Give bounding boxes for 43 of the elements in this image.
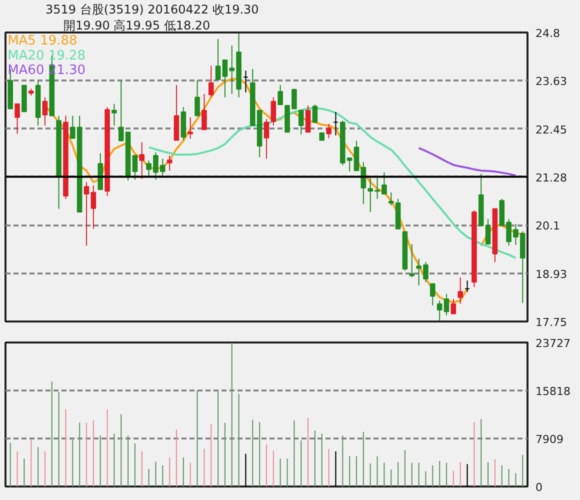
candlestick — [188, 116, 193, 140]
text: MA5 19.88 — [8, 34, 78, 49]
candlestick — [208, 65, 214, 98]
candlestick — [139, 142, 145, 180]
y-tick-label: 17.75 — [536, 316, 567, 329]
candlestick — [305, 104, 311, 133]
y-tick-label: 24.8 — [536, 27, 560, 40]
candlestick — [84, 182, 90, 246]
y-tick-label: 23727 — [536, 337, 570, 350]
candlestick — [278, 84, 283, 106]
y-tick-label: 21.28 — [536, 171, 567, 184]
candlestick — [14, 103, 20, 134]
y-tick-label: 7909 — [536, 433, 564, 446]
candlestick — [450, 298, 456, 314]
candlestick — [112, 103, 117, 126]
y-tick-label: 23.63 — [536, 75, 567, 88]
chart-subtitle: 開19.90 高19.95 低18.20 — [64, 18, 210, 32]
candlestick — [436, 300, 442, 322]
y-tick-label: 18.93 — [536, 268, 567, 281]
line-series — [418, 147, 517, 177]
candlestick — [298, 110, 304, 136]
candlestick — [202, 93, 207, 130]
candlestick — [42, 96, 48, 126]
candlestick — [430, 283, 436, 306]
candlestick — [326, 123, 332, 139]
candlestick — [444, 294, 450, 316]
candlestick — [132, 154, 138, 180]
y-tick-label: 0 — [536, 481, 542, 494]
chart-title: 3519 台股(3519) 20160422 收19.30 — [46, 2, 259, 16]
candlestick — [458, 276, 463, 304]
candlestick — [90, 184, 96, 230]
y-tick-label: 15818 — [536, 385, 570, 398]
y-tick-label: 22.45 — [536, 123, 567, 136]
candlestick — [215, 38, 221, 80]
candlestick — [354, 140, 360, 172]
candlestick — [264, 118, 270, 160]
text: MA20 19.28 — [8, 48, 86, 64]
candlestick — [312, 104, 318, 123]
candlestick — [409, 244, 415, 278]
y-tick-label: 20.1 — [536, 220, 560, 233]
candlestick — [194, 80, 200, 116]
candlestick — [270, 96, 276, 126]
candlestick — [166, 154, 172, 172]
